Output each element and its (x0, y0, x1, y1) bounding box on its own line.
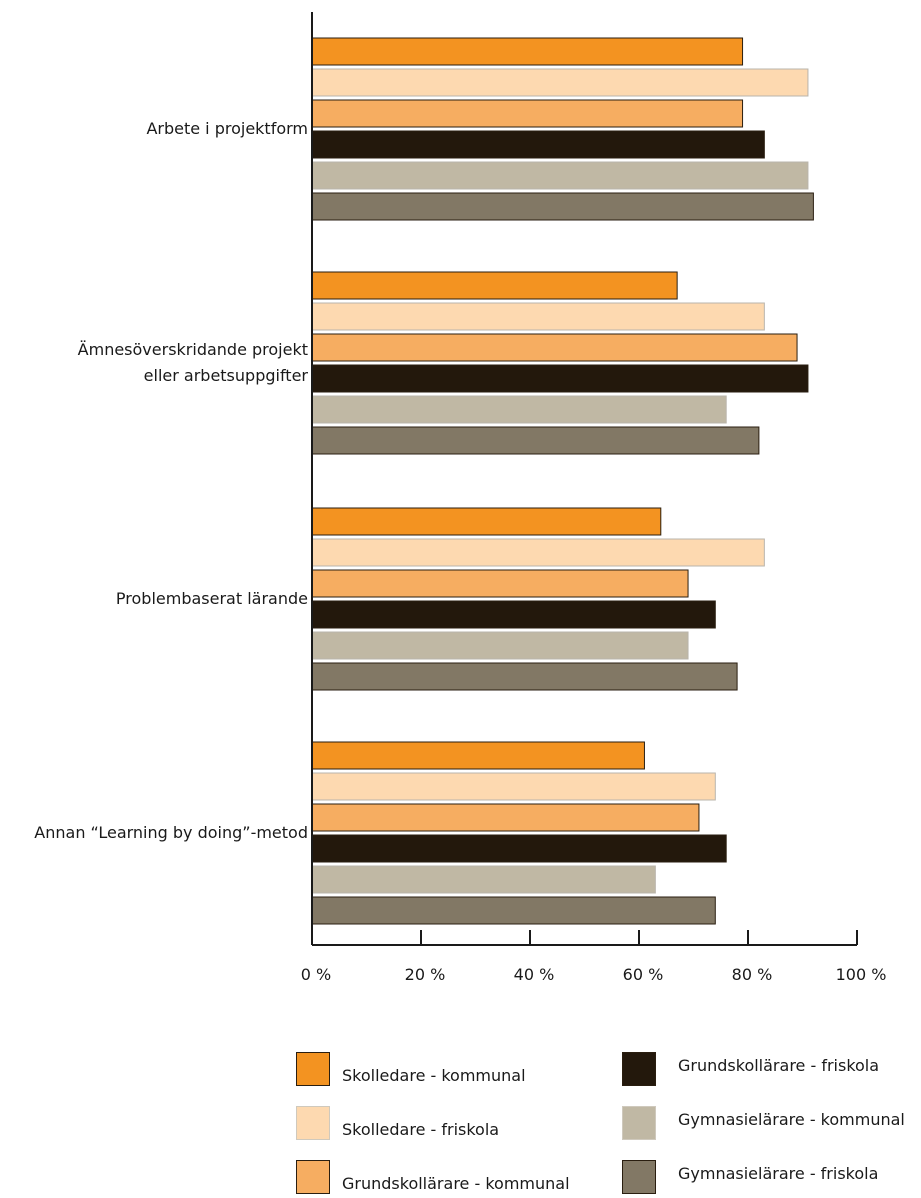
category-label-line: eller arbetsuppgifter (143, 366, 308, 385)
legend-swatch (622, 1160, 656, 1194)
category-label-line: Ämnesöverskridande projekt (77, 340, 308, 359)
legend-swatch (296, 1106, 330, 1140)
bar-2-3 (311, 333, 798, 362)
legend-label: Grundskollärare - friskola (678, 1056, 880, 1075)
legend-label: Grundskollärare - kommunal (342, 1174, 570, 1193)
bar-3-3 (311, 569, 689, 598)
bar-3-5 (311, 631, 689, 660)
legend-swatch (622, 1052, 656, 1086)
category-label: Annan “Learning by doing”-metod (34, 820, 308, 846)
bar-3-6 (311, 662, 738, 691)
category-label: Ämnesöverskridande projekt eller arbetsup… (78, 337, 308, 389)
legend-swatch (296, 1160, 330, 1194)
category-label: Arbete i projektform (146, 116, 308, 142)
x-tick-label: 80 % (731, 965, 773, 984)
category-label-line: Problembaserat lärande (115, 589, 308, 608)
bar-4-6 (311, 896, 716, 925)
x-tick-label: 100 % (835, 965, 887, 984)
bar-3-2 (311, 538, 765, 567)
bar-3-1 (311, 507, 662, 536)
bar-2-4 (311, 364, 809, 393)
legend-label: Gymnasielärare - friskola (678, 1164, 879, 1183)
legend-label: Skolledare - kommunal (342, 1066, 526, 1085)
legend-swatch (622, 1106, 656, 1140)
bar-1-5 (311, 161, 809, 190)
bar-4-2 (311, 772, 716, 801)
bar-4-1 (311, 741, 645, 770)
bar-2-6 (311, 426, 760, 455)
bar-4-5 (311, 865, 656, 894)
bar-2-1 (311, 271, 678, 300)
x-tick-label: 0 % (300, 965, 332, 984)
bar-4-3 (311, 803, 700, 832)
bar-3-4 (311, 600, 716, 629)
bars-group (311, 37, 814, 925)
legend-label: Skolledare - friskola (342, 1120, 500, 1139)
legend-swatch (296, 1052, 330, 1086)
x-tick-label: 40 % (513, 965, 555, 984)
bar-2-5 (311, 395, 727, 424)
bar-1-6 (311, 192, 814, 221)
bar-1-2 (311, 68, 809, 97)
bar-4-4 (311, 834, 727, 863)
legend-label: Gymnasielärare - kommunal (678, 1110, 905, 1129)
bar-1-4 (311, 130, 765, 159)
category-label-line: Annan “Learning by doing”-metod (34, 823, 308, 842)
x-tick-label: 20 % (404, 965, 446, 984)
axes-group (311, 12, 858, 946)
bar-2-2 (311, 302, 765, 331)
x-tick-label: 60 % (622, 965, 664, 984)
bar-1-1 (311, 37, 744, 66)
bar-1-3 (311, 99, 744, 128)
category-label: Problembaserat lärande (116, 586, 308, 612)
category-label-line: Arbete i projektform (146, 119, 308, 138)
